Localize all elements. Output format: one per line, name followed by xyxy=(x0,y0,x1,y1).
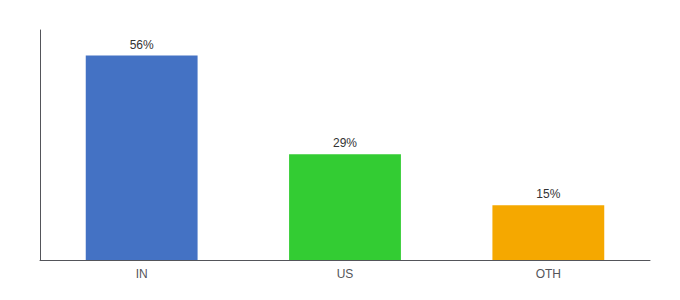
svg-text:US: US xyxy=(337,267,354,281)
svg-text:15%: 15% xyxy=(536,187,560,201)
svg-text:29%: 29% xyxy=(333,136,357,150)
svg-text:OTH: OTH xyxy=(536,267,561,281)
svg-text:IN: IN xyxy=(136,267,148,281)
svg-text:56%: 56% xyxy=(130,38,154,52)
